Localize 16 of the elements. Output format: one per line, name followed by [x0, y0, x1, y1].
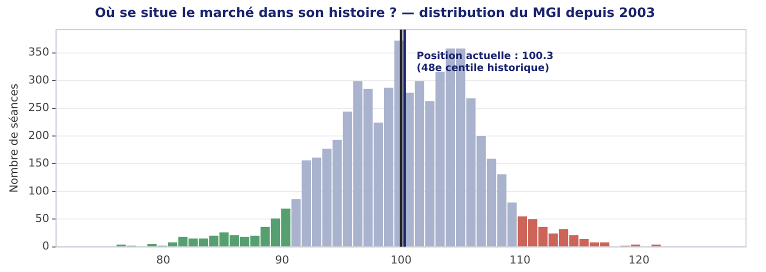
- y-tick-label: 350: [28, 46, 50, 59]
- y-tick-label: 150: [28, 156, 50, 170]
- x-tick-label: 80: [156, 253, 170, 266]
- ref-line-label: Position actuelle : 100.3 (48e centile historique): [416, 51, 554, 74]
- y-tick-label: 100: [28, 184, 50, 198]
- y-tick-label: 50: [35, 212, 50, 225]
- x-tick-label: 120: [628, 253, 650, 266]
- y-tick-label: 250: [28, 101, 50, 114]
- y-tick-label: 0: [42, 240, 50, 253]
- y-tick-label: 200: [28, 128, 50, 142]
- y-tick-label: 300: [28, 73, 50, 86]
- x-tick-label: 110: [510, 253, 531, 266]
- x-tick-label: 100: [390, 253, 412, 266]
- x-tick-label: 90: [275, 253, 290, 266]
- chart-title: Où se situe le marché dans son histoire ? — distribution du MGI depuis 2003: [94, 6, 656, 22]
- y-axis-title: Nombre de séances: [7, 83, 20, 193]
